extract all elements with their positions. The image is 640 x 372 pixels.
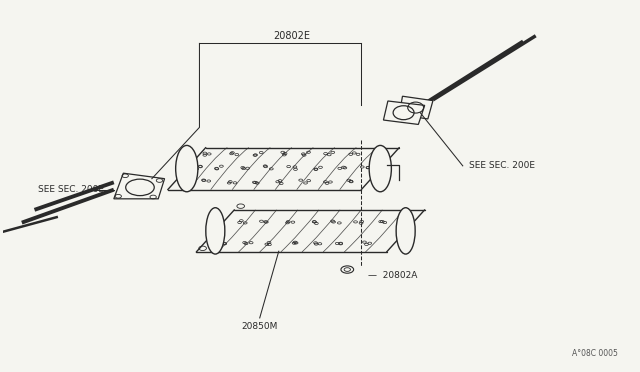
Ellipse shape [369, 145, 392, 192]
Text: 20850M: 20850M [241, 321, 278, 331]
Ellipse shape [175, 145, 198, 192]
Ellipse shape [206, 208, 225, 254]
Text: SEE SEC. 200E: SEE SEC. 200E [469, 161, 535, 170]
Text: SEE SEC. 200E: SEE SEC. 200E [38, 185, 104, 194]
Polygon shape [383, 101, 425, 125]
Polygon shape [399, 96, 433, 119]
Text: A°08C 0005: A°08C 0005 [572, 349, 618, 358]
Polygon shape [114, 173, 164, 199]
Text: 20802E: 20802E [273, 31, 310, 41]
Text: —  20802A: — 20802A [367, 271, 417, 280]
Ellipse shape [396, 208, 415, 254]
